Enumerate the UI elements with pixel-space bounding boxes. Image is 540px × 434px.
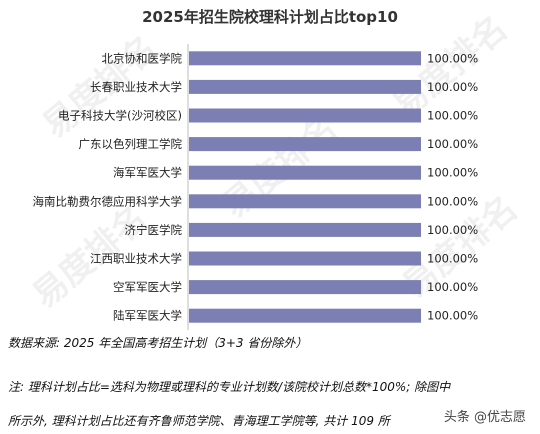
category-label: 海南比勒费尔德应用科学大学 [33,194,183,208]
chart-title: 2025年招生院校理科计划占比top10 [142,8,398,26]
bar [189,79,421,94]
category-label: 长春职业技术大学 [90,80,182,94]
source-note: 数据来源: 2025 年全国高考招生计划（3+3 省份除外） [8,336,308,350]
data-label: 100.00% [427,80,478,94]
bar [189,222,421,237]
data-label: 100.00% [427,51,478,65]
data-label: 100.00% [427,109,478,123]
credit-label: 头条 @优志愿 [441,406,528,425]
bar [189,165,421,180]
data-label: 100.00% [427,280,478,294]
category-label: 空军军医大学 [113,280,182,294]
category-label: 北京协和医学院 [102,51,183,65]
footnote-line-2: 所示外, 理科计划占比还有齐鲁师范学院、青海理工学院等, 共计 109 所 [8,414,390,428]
bar [189,137,421,152]
category-label: 陆军军医大学 [113,309,182,323]
category-label: 江西职业技术大学 [90,252,182,266]
data-label: 100.00% [427,194,478,208]
category-label: 海军军医大学 [113,166,182,180]
bar [189,308,421,323]
data-label: 100.00% [427,166,478,180]
bar [189,251,421,266]
bar [189,108,421,123]
data-label: 100.00% [427,137,478,151]
bar [189,194,421,209]
category-label: 济宁医学院 [125,223,183,237]
bar [189,51,421,66]
data-label: 100.00% [427,223,478,237]
category-label: 广东以色列理工学院 [79,137,183,151]
data-label: 100.00% [427,309,478,323]
category-label: 电子科技大学(沙河校区) [58,109,182,123]
data-label: 100.00% [427,252,478,266]
footnote-line-1: 注: 理科计划占比=选科为物理或理科的专业计划数/该院校计划总数*100%; 除… [8,380,451,394]
bar-chart: 北京协和医学院 100.00% 长春职业技术大学 100.00% 电子科技大学(沙河校区… [33,44,478,330]
bar [189,280,421,295]
